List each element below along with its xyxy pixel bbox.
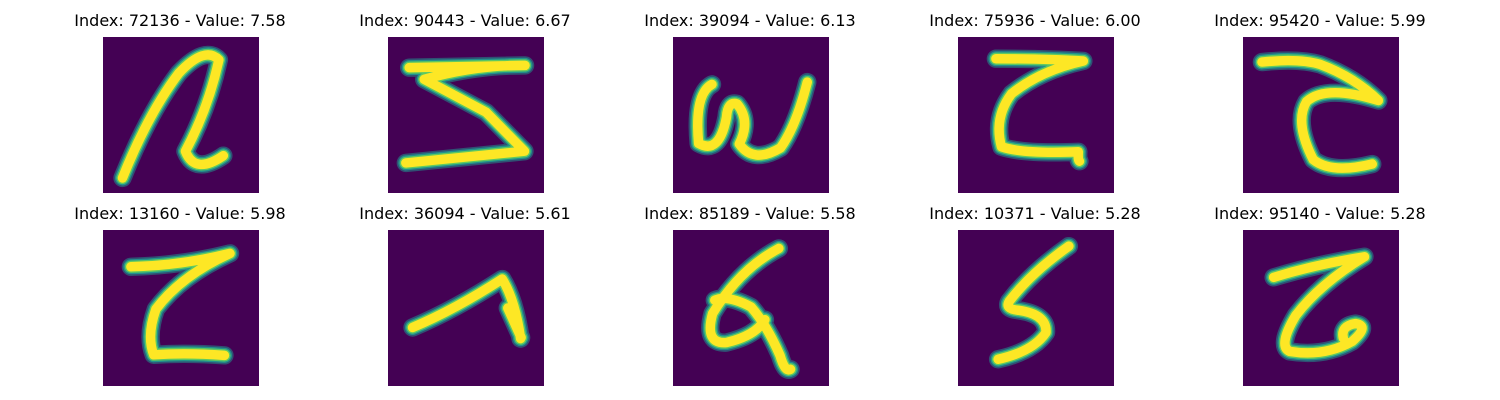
digit-image <box>1243 37 1399 193</box>
digit-panel: Index: 13160 - Value: 5.98 <box>70 202 290 386</box>
digit-panel: Index: 10371 - Value: 5.28 <box>925 202 1145 386</box>
digit-image <box>673 230 829 386</box>
digit-panel: Index: 85189 - Value: 5.58 <box>640 202 860 386</box>
digit-stroke <box>991 53 1089 166</box>
panel-title: Index: 72136 - Value: 7.58 <box>74 11 286 30</box>
digit-image <box>1243 230 1399 386</box>
digit-panel: Index: 36094 - Value: 5.61 <box>355 202 575 386</box>
digit-stroke <box>993 241 1074 364</box>
panel-title: Index: 10371 - Value: 5.28 <box>929 204 1141 223</box>
digit-image <box>673 37 829 193</box>
digit-image <box>958 37 1114 193</box>
panel-title: Index: 95420 - Value: 5.99 <box>1214 11 1426 30</box>
digit-panel: Index: 39094 - Value: 6.13 <box>640 9 860 193</box>
panel-title: Index: 85189 - Value: 5.58 <box>644 204 856 223</box>
digit-stroke <box>407 274 526 344</box>
panel-title: Index: 36094 - Value: 5.61 <box>359 204 571 223</box>
digit-panel: Index: 90443 - Value: 6.67 <box>355 9 575 193</box>
digit-image <box>388 37 544 193</box>
panel-title: Index: 39094 - Value: 6.13 <box>644 11 856 30</box>
digit-panel: Index: 72136 - Value: 7.58 <box>70 9 290 193</box>
panel-title: Index: 90443 - Value: 6.67 <box>359 11 571 30</box>
panel-title: Index: 95140 - Value: 5.28 <box>1214 204 1426 223</box>
digit-panel: Index: 95420 - Value: 5.99 <box>1210 9 1430 193</box>
digit-stroke <box>401 60 530 168</box>
panel-title: Index: 75936 - Value: 6.00 <box>929 11 1141 30</box>
panel-title: Index: 13160 - Value: 5.98 <box>74 204 286 223</box>
digit-image <box>103 37 259 193</box>
digit-image <box>103 230 259 386</box>
digit-image <box>388 230 544 386</box>
digit-stroke <box>117 50 229 183</box>
digit-stroke <box>1268 252 1370 358</box>
digit-panel: Index: 95140 - Value: 5.28 <box>1210 202 1430 386</box>
digit-stroke <box>1257 55 1384 173</box>
digit-stroke <box>705 243 796 375</box>
digit-image <box>958 230 1114 386</box>
digit-panel: Index: 75936 - Value: 6.00 <box>925 9 1145 193</box>
digit-stroke <box>693 77 813 160</box>
digit-stroke <box>126 248 235 361</box>
